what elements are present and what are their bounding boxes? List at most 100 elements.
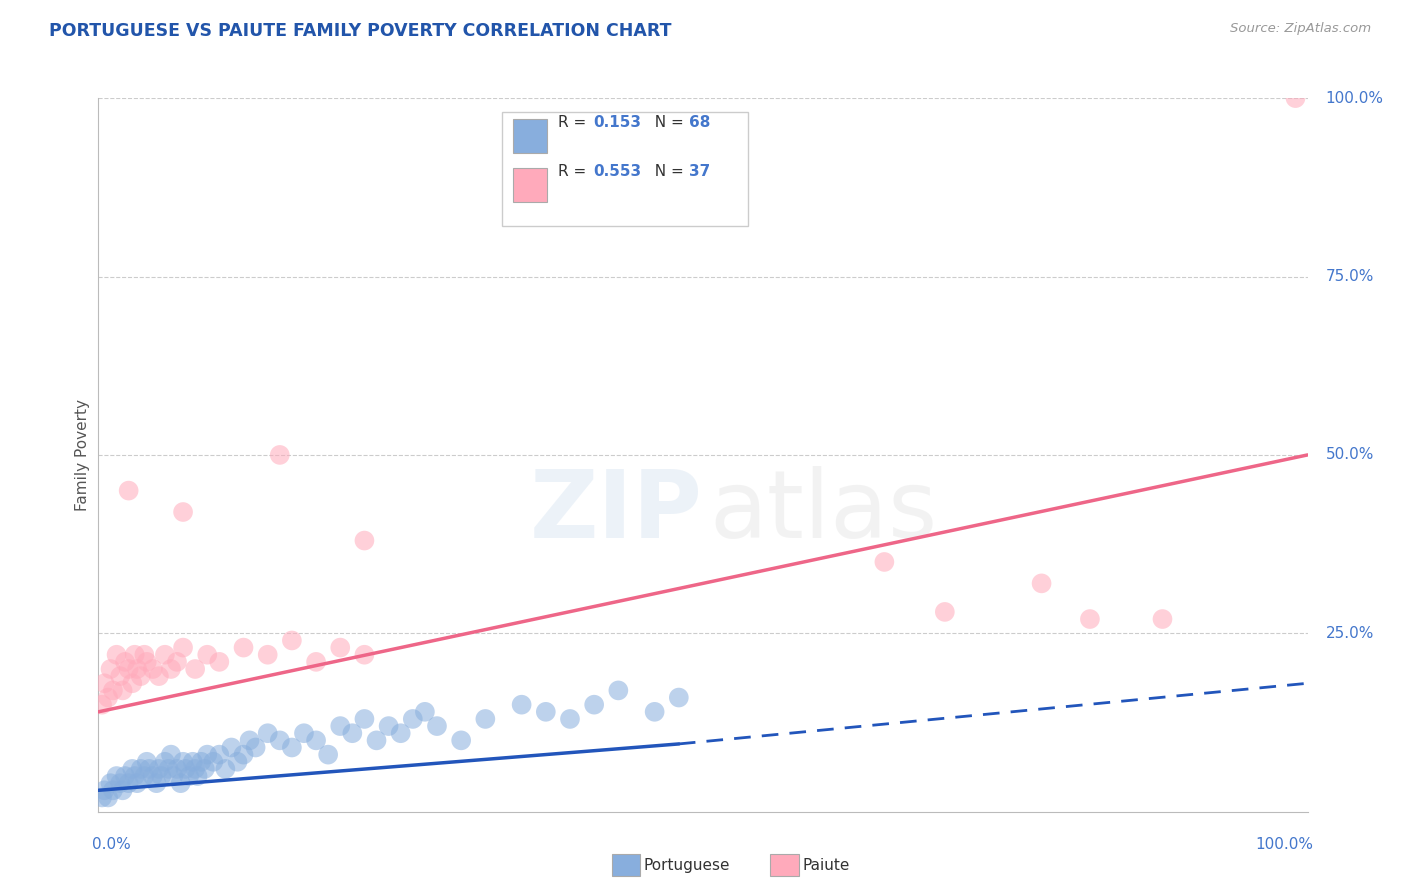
Point — [353, 533, 375, 548]
Point — [101, 683, 124, 698]
Point — [329, 640, 352, 655]
Point — [184, 662, 207, 676]
Point — [534, 705, 557, 719]
Point — [134, 769, 156, 783]
Point — [118, 662, 141, 676]
Point — [111, 783, 134, 797]
Point — [474, 712, 496, 726]
Point — [160, 662, 183, 676]
Point — [121, 676, 143, 690]
Point — [157, 762, 180, 776]
Text: 37: 37 — [689, 164, 710, 178]
Point — [269, 733, 291, 747]
Point — [108, 669, 131, 683]
Point — [256, 726, 278, 740]
Point — [162, 769, 184, 783]
Point — [208, 747, 231, 762]
Point — [245, 740, 267, 755]
Point — [135, 655, 157, 669]
Point — [172, 755, 194, 769]
Point — [413, 705, 436, 719]
Text: R =: R = — [558, 164, 592, 178]
Point — [342, 726, 364, 740]
Text: Portuguese: Portuguese — [644, 858, 731, 872]
Text: 100.0%: 100.0% — [1326, 91, 1384, 105]
Point — [172, 640, 194, 655]
Point — [160, 747, 183, 762]
Point — [153, 755, 176, 769]
Point — [91, 698, 114, 712]
Text: atlas: atlas — [709, 466, 938, 558]
Point — [644, 705, 666, 719]
Point — [150, 769, 173, 783]
Point — [194, 762, 217, 776]
Point — [172, 505, 194, 519]
Point — [118, 776, 141, 790]
Point — [292, 726, 315, 740]
Point — [1152, 612, 1174, 626]
Point — [174, 762, 197, 776]
Point — [148, 762, 170, 776]
Point — [221, 740, 243, 755]
Point — [138, 762, 160, 776]
Point — [195, 648, 218, 662]
Text: 0.153: 0.153 — [593, 115, 641, 129]
Point — [353, 712, 375, 726]
Point — [145, 776, 167, 790]
Point — [934, 605, 956, 619]
Y-axis label: Family Poverty: Family Poverty — [75, 399, 90, 511]
Point — [366, 733, 388, 747]
Point — [450, 733, 472, 747]
Point — [510, 698, 533, 712]
Point — [305, 655, 328, 669]
Point — [377, 719, 399, 733]
Point — [169, 776, 191, 790]
Point — [668, 690, 690, 705]
Point — [93, 783, 115, 797]
Point — [187, 769, 209, 783]
Point — [124, 648, 146, 662]
Point — [281, 633, 304, 648]
Text: 50.0%: 50.0% — [1326, 448, 1374, 462]
Point — [1031, 576, 1053, 591]
Point — [239, 733, 262, 747]
Point — [129, 762, 152, 776]
Point — [135, 755, 157, 769]
Point — [121, 762, 143, 776]
Point — [305, 733, 328, 747]
Point — [402, 712, 425, 726]
Point — [100, 662, 122, 676]
Point — [118, 483, 141, 498]
Point — [190, 755, 212, 769]
Point — [195, 747, 218, 762]
Point — [873, 555, 896, 569]
Point — [153, 648, 176, 662]
Text: 0.0%: 0.0% — [93, 837, 131, 852]
Point — [607, 683, 630, 698]
Text: ZIP: ZIP — [530, 466, 703, 558]
Point — [202, 755, 225, 769]
Point — [127, 776, 149, 790]
Point — [91, 790, 114, 805]
Text: PORTUGUESE VS PAIUTE FAMILY POVERTY CORRELATION CHART: PORTUGUESE VS PAIUTE FAMILY POVERTY CORR… — [49, 22, 672, 40]
Point — [93, 676, 115, 690]
Point — [134, 648, 156, 662]
Point — [114, 769, 136, 783]
Point — [329, 719, 352, 733]
Point — [100, 776, 122, 790]
Text: Paiute: Paiute — [803, 858, 851, 872]
Text: 25.0%: 25.0% — [1326, 626, 1374, 640]
Point — [1284, 91, 1306, 105]
Text: N =: N = — [645, 164, 689, 178]
Point — [166, 762, 188, 776]
Point — [127, 662, 149, 676]
Point — [208, 655, 231, 669]
Point — [232, 747, 254, 762]
Point — [281, 740, 304, 755]
Point — [97, 790, 120, 805]
Point — [129, 669, 152, 683]
Point — [97, 690, 120, 705]
Point — [1078, 612, 1101, 626]
Text: Source: ZipAtlas.com: Source: ZipAtlas.com — [1230, 22, 1371, 36]
Text: 100.0%: 100.0% — [1256, 837, 1313, 852]
